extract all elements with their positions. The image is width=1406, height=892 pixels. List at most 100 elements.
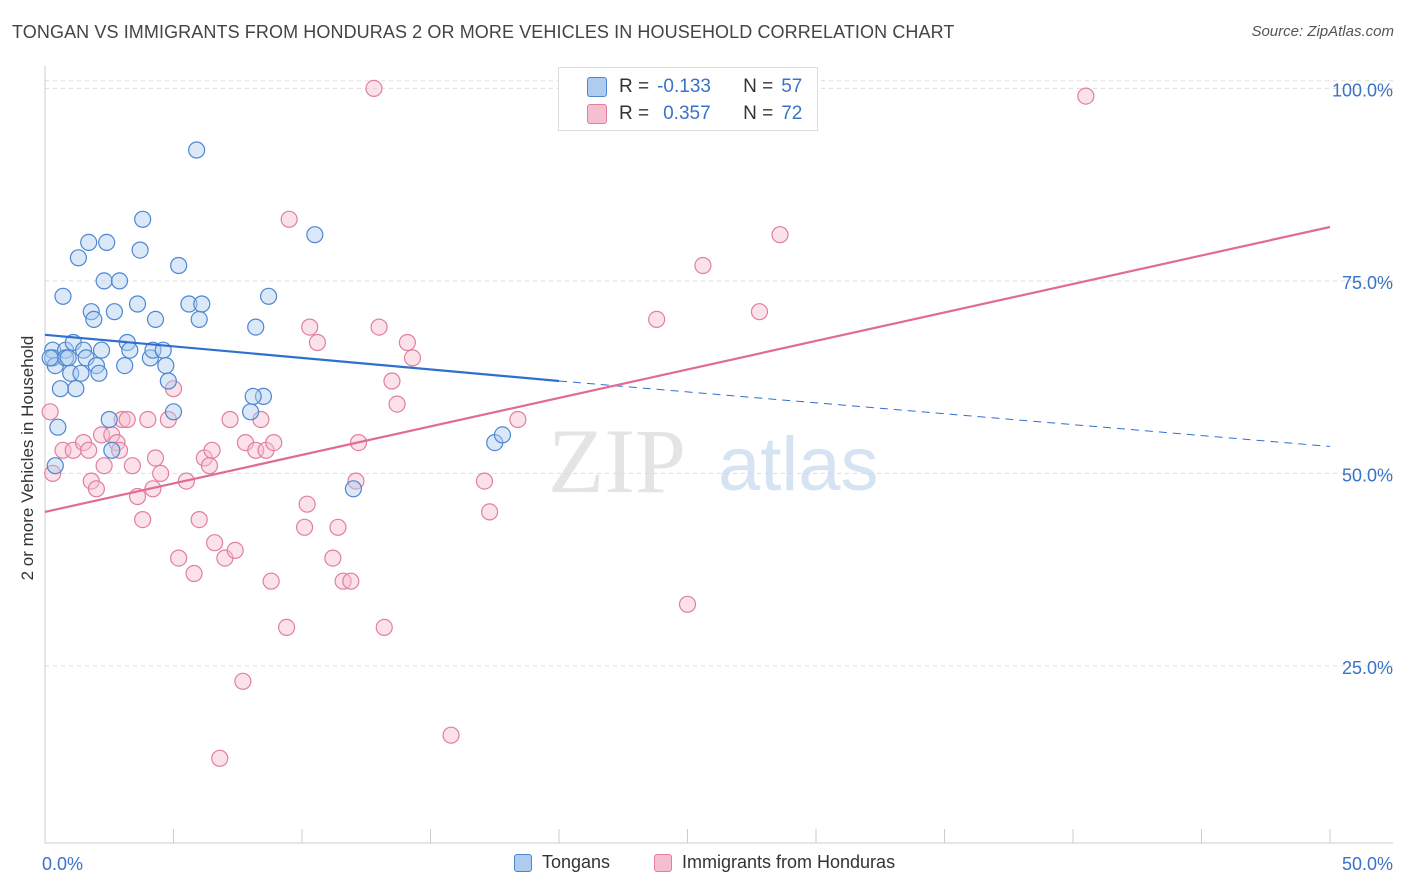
y-tick-label: 50.0% [1342,465,1393,485]
tongans-point [116,357,134,375]
tongans-r-label: R = [619,76,650,97]
tongans-point [85,310,103,328]
tongans-point [180,295,198,313]
honduras-point [298,495,316,513]
tongans-point [98,233,116,251]
tongans-point [110,272,129,290]
honduras-point [398,333,416,352]
honduras-point [295,518,314,536]
tongans-trendline [44,333,560,383]
honduras-point [648,310,666,328]
source-label: Source: ZipAtlas.com [1251,23,1394,40]
legend-swatch-honduras [654,853,672,872]
honduras-points [41,79,1095,767]
honduras-point [388,395,406,413]
honduras-point [190,510,208,529]
honduras-n-label: N = [743,103,774,124]
tongans-point [51,380,70,398]
tongans-point [46,457,64,475]
honduras-point [87,480,106,498]
tongans-swatch [587,77,607,97]
honduras-point [262,572,280,590]
honduras-point [203,441,221,459]
honduras-point [211,749,229,767]
honduras-point [403,349,422,367]
honduras-point [206,534,224,552]
honduras-point [200,457,219,475]
tongans-point [67,380,85,398]
honduras-point [308,333,327,352]
honduras-point [80,441,98,459]
honduras-point [280,210,298,228]
tongans-point [170,256,188,275]
honduras-point [329,518,347,536]
honduras-point [375,618,393,637]
tongans-point [80,233,98,251]
honduras-point [226,541,244,560]
tongans-point [128,295,147,313]
honduras-point [265,434,283,452]
tongans-r-value: -0.133 [657,76,711,97]
tongans-point [49,418,67,436]
honduras-point [234,672,252,690]
honduras-point [750,303,769,321]
honduras-point [221,410,239,429]
trend-lines [44,225,1331,513]
watermark-atlas: atlas [718,422,879,507]
honduras-trendline [44,225,1331,513]
x-tick-label: 50.0% [1342,854,1393,874]
tick-labels: 25.0% 50.0% 75.0% 100.0% 0.0% 50.0% [42,80,1393,874]
tongans-point [103,441,121,459]
tongans-point [242,403,260,421]
honduras-point [771,226,789,244]
tongans-point [59,349,77,367]
tongans-point [90,364,108,382]
tongans-point [344,480,362,498]
tongans-point [92,341,111,359]
tongans-point [193,295,211,313]
honduras-point [442,726,460,744]
tongans-point [164,403,183,421]
honduras-point [383,372,401,390]
tongans-point [72,364,90,382]
y-tick-label: 100.0% [1332,80,1393,100]
honduras-point [146,449,165,467]
legend-item-tongans[interactable]: Tongans [514,852,610,873]
tongans-point [244,387,262,405]
grid-lines [45,80,1393,667]
honduras-point [694,256,712,275]
tongans-points [41,141,512,498]
legend-item-honduras[interactable]: Immigrants from Honduras [654,852,895,873]
honduras-r-label: R = [619,103,650,124]
tongans-n-label: N = [743,76,774,97]
tongans-n-value: 57 [781,76,803,97]
tongans-point [157,357,175,375]
y-tick-label: 75.0% [1342,273,1393,293]
chart-title: TONGAN VS IMMIGRANTS FROM HONDURAS 2 OR … [12,22,955,42]
tongans-stats-row: R = -0.133 N = 57 [619,74,802,100]
honduras-point [170,549,188,567]
tongans-point [159,372,177,390]
honduras-point [277,618,296,637]
watermark-zip: ZIP [548,410,686,512]
tongans-point [306,226,324,244]
tongans-point [100,410,118,429]
tongans-point [247,318,265,336]
honduras-n-value: 72 [781,103,803,124]
honduras-point [370,318,388,336]
honduras-point [1077,87,1095,105]
honduras-point [324,549,342,567]
tongans-point [131,241,149,259]
y-axis-label: 2 or more Vehicles in Household [18,336,37,581]
honduras-point [134,510,152,529]
axes [44,66,1393,844]
honduras-point [481,503,499,521]
honduras-point [152,464,170,482]
tongans-point [54,287,72,305]
honduras-point [301,318,319,336]
tongans-point [493,426,512,444]
honduras-point [509,410,527,429]
honduras-r-value: 0.357 [663,103,711,124]
tongans-point [188,141,206,159]
